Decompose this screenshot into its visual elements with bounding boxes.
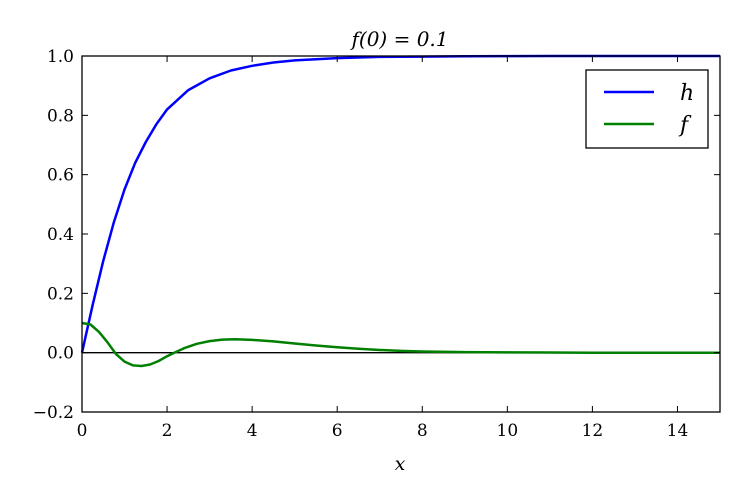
x-axis-label: x	[395, 453, 406, 475]
y-tick-label: 1.0	[47, 47, 74, 67]
series-line-f	[81, 321, 720, 368]
x-tick-label: 4	[247, 421, 258, 441]
x-tick-label: 8	[417, 421, 428, 441]
y-tick-label: 0.0	[47, 344, 74, 364]
y-tick-label: 0.6	[47, 166, 74, 186]
y-tick-label: 0.8	[47, 106, 74, 126]
y-tick-label: 0.4	[47, 225, 74, 245]
axis-ticks: 0 2 4 6 8 10 12 14 −0.2 0.0 0.2 0.4 0.6 0.8 1.0	[33, 47, 720, 441]
legend: hf	[585, 69, 709, 149]
y-tick-label: −0.2	[33, 403, 74, 423]
x-tick-label: 2	[162, 421, 173, 441]
x-tick-label: 14	[667, 421, 689, 441]
x-tick-label: 10	[497, 421, 519, 441]
x-tick-label: 0	[77, 421, 88, 441]
y-tick-label: 0.2	[47, 284, 74, 304]
chart-title: f(0) = 0.1	[349, 27, 448, 51]
x-tick-label: 6	[332, 421, 343, 441]
legend-label-h: h	[680, 81, 694, 106]
x-tick-label: 12	[582, 421, 604, 441]
legend-box	[585, 69, 709, 149]
